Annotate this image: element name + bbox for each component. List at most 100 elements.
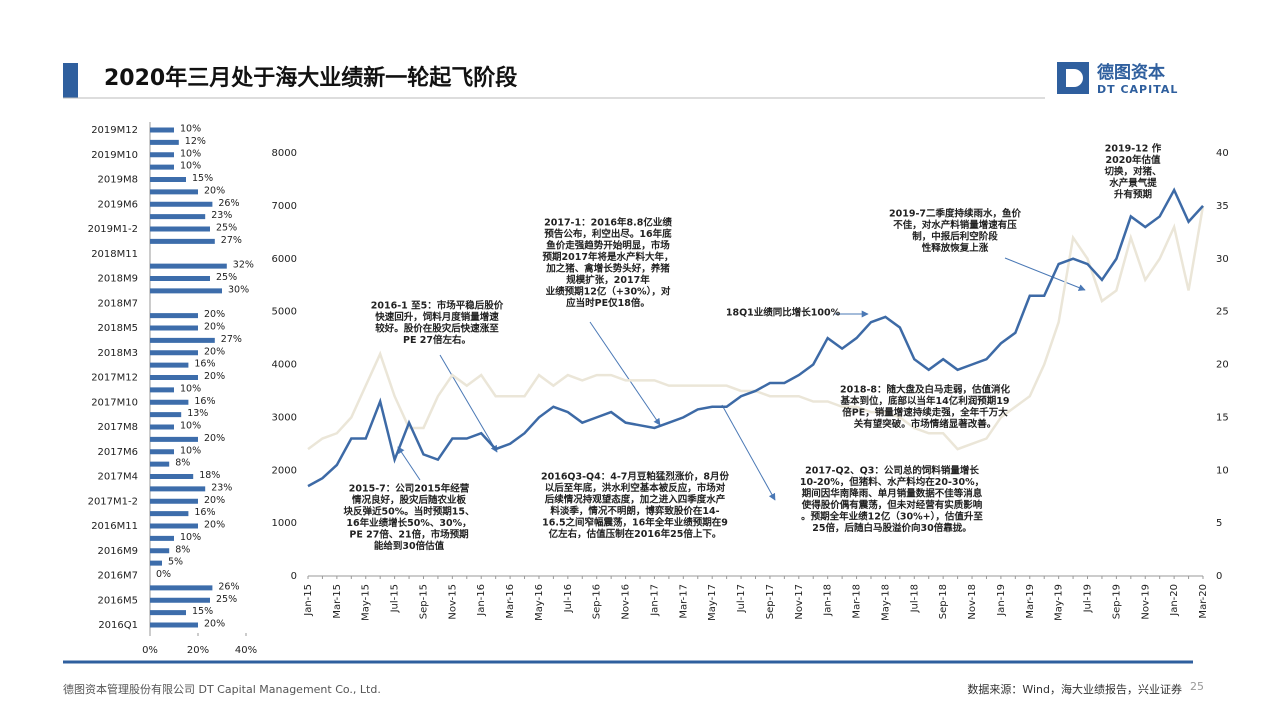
slide-title: 2020年三月处于海大业绩新一轮起飞阶段: [104, 65, 517, 91]
annotation: 18Q1业绩同比增长100%: [726, 307, 841, 319]
annotation: 切换，对猪、: [1104, 166, 1161, 178]
data-label: 27%: [221, 235, 242, 246]
arrow: [589, 321, 661, 426]
annotation: 10-20%，但猪料、水产料均在20-30%，: [800, 476, 984, 488]
annotation: 亿左右，估值压制在2016年25倍上下。: [549, 528, 722, 540]
x-tick-label: 0%: [142, 645, 158, 656]
bar: [150, 201, 213, 207]
bar: [150, 461, 170, 467]
bar: [150, 276, 210, 281]
annotation: 制，中报后利空阶段: [912, 231, 998, 243]
arrow: [439, 354, 498, 453]
data-label: 23%: [211, 482, 232, 493]
logo-mark: [1066, 69, 1083, 87]
data-label: 13%: [187, 408, 208, 419]
data-label: 25%: [216, 272, 237, 283]
annotation: 水产景气提: [1109, 177, 1157, 189]
annotation: 升有预期: [1114, 189, 1152, 201]
data-label: 10%: [180, 532, 201, 543]
x-tick-label: Mar-19: [1025, 584, 1036, 619]
data-label: 5%: [168, 557, 183, 568]
x-tick-label: 20%: [187, 645, 209, 656]
annotation: 16年业绩增长50%、30%，: [346, 517, 471, 529]
data-label: 8%: [175, 544, 190, 555]
data-label: 10%: [180, 148, 201, 159]
data-label: 30%: [228, 284, 249, 295]
y-tick-label: 2018M3: [98, 348, 138, 359]
annotation: 关有望突破。市场情绪显著改善。: [854, 418, 997, 430]
x-tick-label: Mar-20: [1198, 584, 1209, 619]
x-tick-label: Jan-15: [303, 584, 314, 617]
data-label: 27%: [221, 334, 242, 345]
data-label: 10%: [180, 161, 201, 172]
annotation: 2017-1：2016年8.8亿业绩: [544, 217, 672, 229]
annotation: 使得股价偶有震荡，但未对经营有实质影响: [801, 499, 983, 511]
y-tick-label: 2017M1-2: [88, 496, 138, 507]
bar: [150, 226, 210, 232]
annotation: 快速回升，饲料月度销量增速: [375, 311, 499, 323]
data-label: 0%: [156, 569, 171, 580]
x-tick-label: Jan-16: [476, 584, 487, 617]
bar: [150, 288, 222, 294]
bar: [150, 424, 174, 430]
bar: [150, 597, 210, 603]
bar: [150, 387, 174, 393]
data-label: 20%: [204, 433, 225, 444]
bar: [150, 523, 198, 529]
series-line: [307, 187, 1204, 488]
annotation: 25倍，后随白马股溢价向30倍靠拢。: [812, 522, 971, 534]
bar: [150, 313, 198, 319]
y-tick-label: 4000: [272, 360, 297, 371]
bar: [150, 263, 227, 269]
data-label: 20%: [204, 371, 225, 382]
y-tick-label: 1000: [272, 518, 297, 529]
annotation: 料淡季，情况不明朗，博弈致股价在14-: [550, 505, 719, 517]
x-tick-label: Nov-18: [967, 584, 978, 620]
x-tick-label: Sep-17: [765, 584, 776, 619]
annotation: 2019-12 作: [1105, 143, 1162, 155]
y-tick-label: 2017M8: [98, 422, 138, 433]
annotation: 倍PE，销量增速持续走强，全年千万大: [842, 407, 1008, 419]
bar: [150, 399, 189, 405]
arrow: [721, 404, 776, 501]
bar: [150, 139, 179, 145]
annotation: 加之猪、禽增长势头好，养猪: [545, 263, 670, 275]
x-tick-label: May-17: [707, 584, 718, 621]
y-tick-label: 0: [291, 571, 297, 582]
data-label: 10%: [180, 445, 201, 456]
x-tick-label: Mar-18: [852, 584, 863, 619]
x-tick-label: Nov-17: [794, 584, 805, 620]
data-label: 20%: [204, 346, 225, 357]
annotation: PE 27倍左右。: [403, 334, 471, 346]
annotation: 。预期全年业绩12亿（30%+），估值升至: [801, 511, 983, 523]
x-tick-label: Jan-20: [1169, 584, 1180, 617]
x-tick-label: Nov-16: [621, 584, 632, 620]
bar: [150, 127, 174, 133]
y-tick-label: 2018M7: [98, 298, 138, 309]
x-tick-label: Jul-17: [736, 584, 747, 613]
annotation: 期间因华南降雨、单月销量数据不佳等消息: [802, 488, 983, 500]
bar: [150, 535, 174, 541]
data-label: 26%: [218, 198, 239, 209]
y-tick-label: 2000: [272, 465, 297, 476]
arrow: [1004, 257, 1086, 291]
annotation: 16.5之间窄幅震荡，16年全年业绩预期在9: [542, 517, 728, 529]
data-label: 26%: [218, 581, 239, 592]
annotation: 较好。股价在股灾后快速涨至: [375, 323, 499, 335]
data-label: 32%: [233, 260, 254, 271]
bar: [150, 325, 198, 331]
x-tick-label: May-16: [534, 584, 545, 621]
y2-tick-label: 40: [1216, 148, 1229, 159]
y-tick-label: 2019M6: [98, 199, 138, 210]
data-label: 25%: [216, 594, 237, 605]
y-tick-label: 2016M11: [91, 521, 138, 532]
x-tick-label: Sep-18: [938, 584, 949, 619]
y-tick-label: 7000: [272, 201, 297, 212]
x-tick-label: May-18: [880, 584, 891, 621]
annotation: 2019-7二季度持续雨水，鱼价: [889, 208, 1021, 220]
x-tick-label: Jul-15: [390, 584, 401, 613]
annotation: 业绩预期12亿（+30%），对: [546, 286, 671, 298]
y2-tick-label: 20: [1216, 360, 1229, 371]
bar: [150, 189, 198, 195]
annotation: 2018-8：随大盘及白马走弱，估值消化: [840, 384, 1010, 396]
